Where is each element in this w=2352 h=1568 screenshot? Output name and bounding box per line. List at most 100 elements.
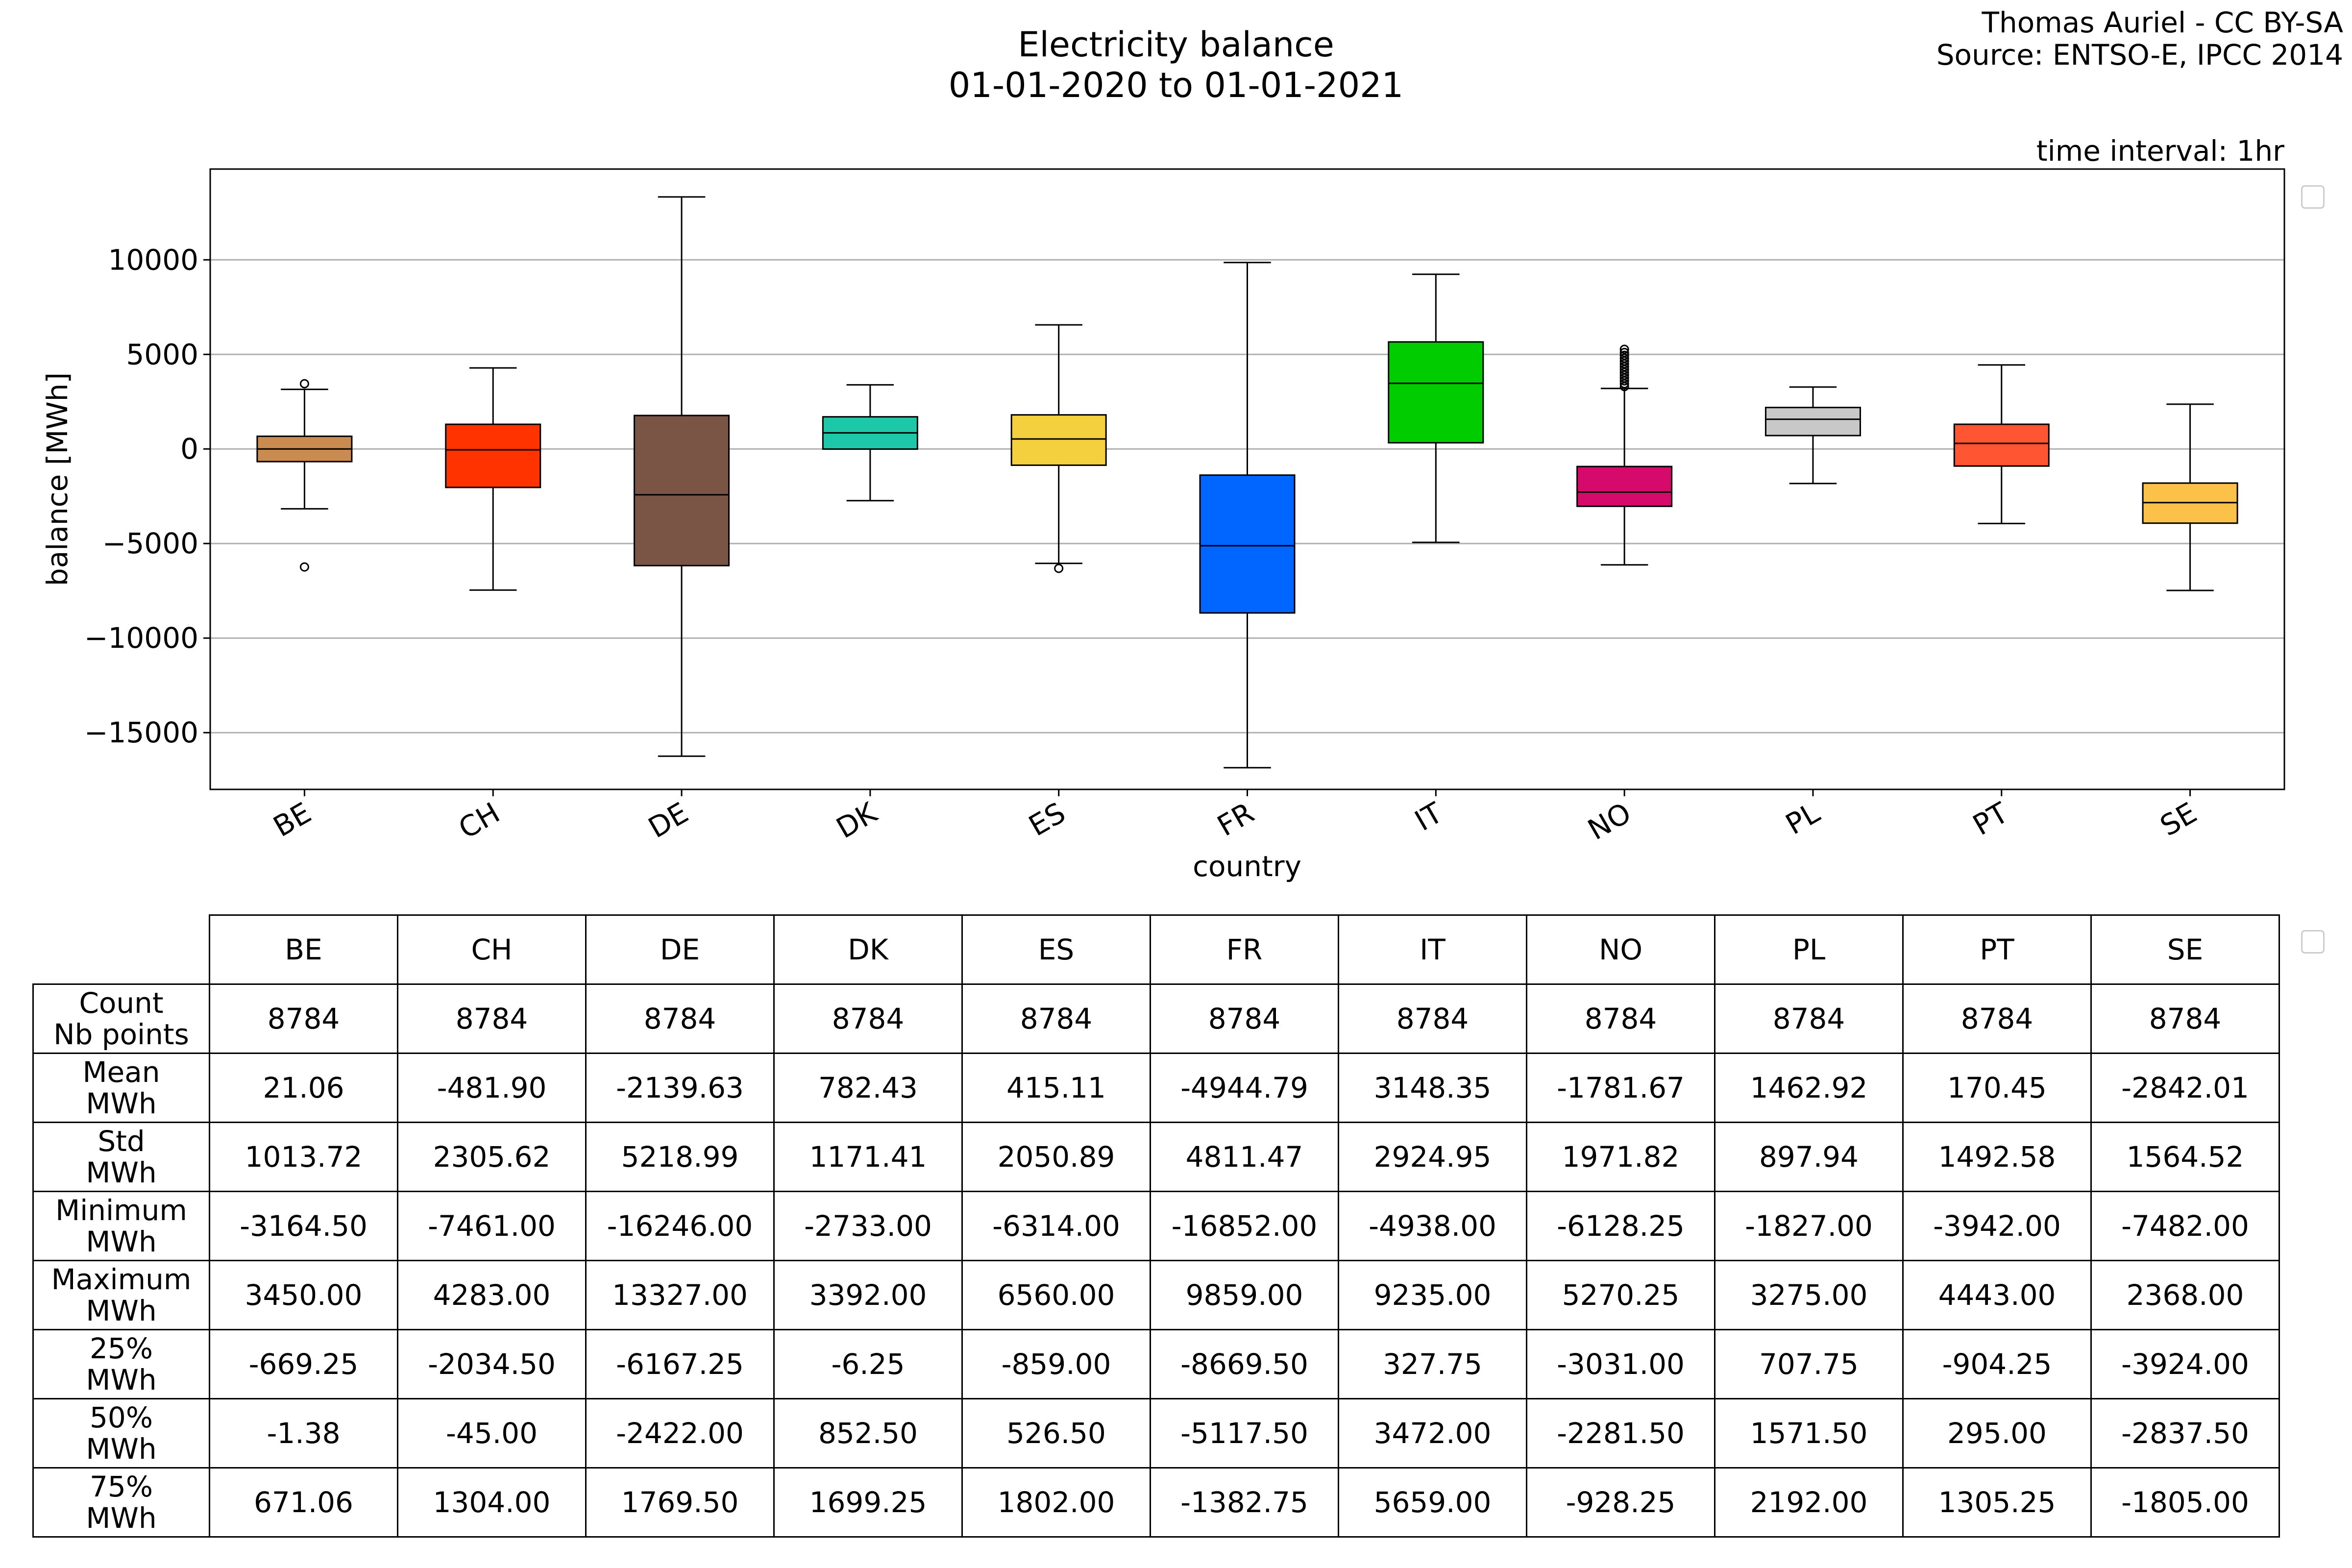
table-cell: -2733.00 bbox=[773, 1191, 963, 1261]
table-cell: 8784 bbox=[773, 983, 963, 1054]
row-header-name: Maximum bbox=[51, 1263, 192, 1296]
table-cell: 4811.47 bbox=[1150, 1122, 1339, 1192]
table-cell: 5218.99 bbox=[585, 1122, 775, 1192]
table-cell: 13327.00 bbox=[585, 1260, 775, 1330]
row-header-name: 50% bbox=[90, 1401, 153, 1434]
outlier-point bbox=[1054, 564, 1064, 573]
table-cell: -6.25 bbox=[773, 1329, 963, 1399]
table-cell: -1382.75 bbox=[1150, 1467, 1339, 1538]
box-series bbox=[256, 196, 2238, 769]
table-cell: 3148.35 bbox=[1338, 1053, 1527, 1123]
column-header: BE bbox=[209, 914, 398, 985]
table-cell: 9235.00 bbox=[1338, 1260, 1527, 1330]
table-corner bbox=[33, 915, 210, 985]
outlier-point bbox=[1619, 353, 1629, 363]
time-interval-label: time interval: 1hr bbox=[2036, 134, 2284, 168]
table-cell: 8784 bbox=[1714, 983, 1904, 1054]
chart-subtitle: 01-01-2020 to 01-01-2021 bbox=[949, 65, 1403, 105]
box-fr bbox=[1199, 262, 1296, 769]
row-header: 75% MWh bbox=[32, 1467, 210, 1538]
table-cell: -16852.00 bbox=[1150, 1191, 1339, 1261]
table-cell: 1013.72 bbox=[209, 1122, 398, 1192]
table-cell: 1571.50 bbox=[1714, 1398, 1904, 1469]
x-tick-label: PT bbox=[1967, 796, 2014, 842]
table-cell: -8669.50 bbox=[1150, 1329, 1339, 1399]
table-cell: -859.00 bbox=[961, 1329, 1151, 1399]
table-cell: 526.50 bbox=[961, 1398, 1151, 1469]
y-tick-label: 0 bbox=[180, 432, 198, 466]
table-cell: -2842.01 bbox=[2090, 1053, 2280, 1123]
table-cell: -6128.25 bbox=[1526, 1191, 1715, 1261]
table-cell: -7482.00 bbox=[2090, 1191, 2280, 1261]
column-header: DK bbox=[773, 914, 963, 985]
box-it bbox=[1388, 273, 1484, 543]
row-header-unit: Nb points bbox=[53, 1018, 189, 1051]
y-tick-label: 5000 bbox=[126, 338, 198, 371]
row-header-name: Mean bbox=[82, 1055, 160, 1089]
table-cell: 1171.41 bbox=[773, 1122, 963, 1192]
iqr-box bbox=[1010, 414, 1107, 466]
table-cell: 2368.00 bbox=[2090, 1260, 2280, 1330]
table-cell: 8784 bbox=[585, 983, 775, 1054]
table-cell: 327.75 bbox=[1338, 1329, 1527, 1399]
box-de bbox=[634, 196, 730, 757]
row-header: Count Nb points bbox=[32, 983, 210, 1054]
table-cell: 5659.00 bbox=[1338, 1467, 1527, 1538]
row-header: Mean MWh bbox=[32, 1053, 210, 1123]
table-cell: -6314.00 bbox=[961, 1191, 1151, 1261]
table-cell: 8784 bbox=[1150, 983, 1339, 1054]
iqr-box bbox=[1764, 407, 1861, 437]
y-tick-label: −5000 bbox=[102, 527, 198, 560]
chart-title: Electricity balance bbox=[1018, 24, 1334, 65]
table-header-row: BE CH DE DK ES FR IT NO PL PT SE bbox=[33, 914, 2280, 985]
row-header-name: Minimum bbox=[55, 1194, 187, 1227]
row-header: Maximum MWh bbox=[32, 1260, 210, 1330]
table-cell: 8784 bbox=[2090, 983, 2280, 1054]
table-cell: -2837.50 bbox=[2090, 1398, 2280, 1469]
y-axis-label: balance [MWh] bbox=[41, 372, 74, 586]
table-cell: 21.06 bbox=[209, 1053, 398, 1123]
x-tick-label: NO bbox=[1582, 796, 1637, 846]
table-row: 50% MWh -1.38 -45.00 -2422.00 852.50 526.50 -51… bbox=[32, 1398, 2280, 1469]
table-cell: -2422.00 bbox=[585, 1398, 775, 1469]
column-header: ES bbox=[961, 914, 1151, 985]
table-cell: 3450.00 bbox=[209, 1260, 398, 1330]
y-tick-label: −15000 bbox=[84, 716, 198, 749]
legend-checkbox-chart[interactable] bbox=[2301, 185, 2325, 209]
x-tick-label: IT bbox=[1409, 796, 1448, 837]
x-axis-ticks: BE CH DE DK ES FR IT NO PL PT SE bbox=[268, 789, 2203, 847]
table-cell: 8784 bbox=[1902, 983, 2092, 1054]
table-cell: 6560.00 bbox=[961, 1260, 1151, 1330]
table-cell: 671.06 bbox=[209, 1467, 398, 1538]
row-header-unit: MWh bbox=[86, 1156, 157, 1189]
table-cell: -3924.00 bbox=[2090, 1329, 2280, 1399]
table-body: Count Nb points 8784 8784 8784 8784 8784 8784 87… bbox=[32, 983, 2280, 1538]
table-cell: -1.38 bbox=[209, 1398, 398, 1469]
row-header-unit: MWh bbox=[86, 1432, 157, 1466]
box-pt bbox=[1953, 364, 2050, 524]
row-header-name: 75% bbox=[90, 1470, 153, 1503]
outlier-point bbox=[1619, 350, 1629, 360]
iqr-box bbox=[1953, 423, 2050, 467]
table-cell: 5270.25 bbox=[1526, 1260, 1715, 1330]
table-cell: 1699.25 bbox=[773, 1467, 963, 1538]
table-cell: -3942.00 bbox=[1902, 1191, 2092, 1261]
outlier-point bbox=[1619, 347, 1629, 357]
iqr-box bbox=[634, 415, 730, 566]
row-header-unit: MWh bbox=[86, 1225, 157, 1258]
legend-checkbox-table[interactable] bbox=[2301, 930, 2325, 954]
table-row: Minimum MWh -3164.50 -7461.00 -16246.00 -2733… bbox=[32, 1191, 2280, 1261]
row-header: 50% MWh bbox=[32, 1398, 210, 1469]
table-row: Maximum MWh 3450.00 4283.00 13327.00 3392.00 6… bbox=[32, 1260, 2280, 1330]
table-cell: -1781.67 bbox=[1526, 1053, 1715, 1123]
column-header: FR bbox=[1150, 914, 1339, 985]
table-cell: 170.45 bbox=[1902, 1053, 2092, 1123]
box-ch bbox=[445, 367, 541, 591]
table-cell: 8784 bbox=[209, 983, 398, 1054]
box-dk bbox=[822, 384, 918, 502]
y-tick-label: −10000 bbox=[84, 621, 198, 655]
table-cell: -669.25 bbox=[209, 1329, 398, 1399]
table-cell: -5117.50 bbox=[1150, 1398, 1339, 1469]
table-cell: 2192.00 bbox=[1714, 1467, 1904, 1538]
x-tick-label: BE bbox=[268, 796, 317, 843]
